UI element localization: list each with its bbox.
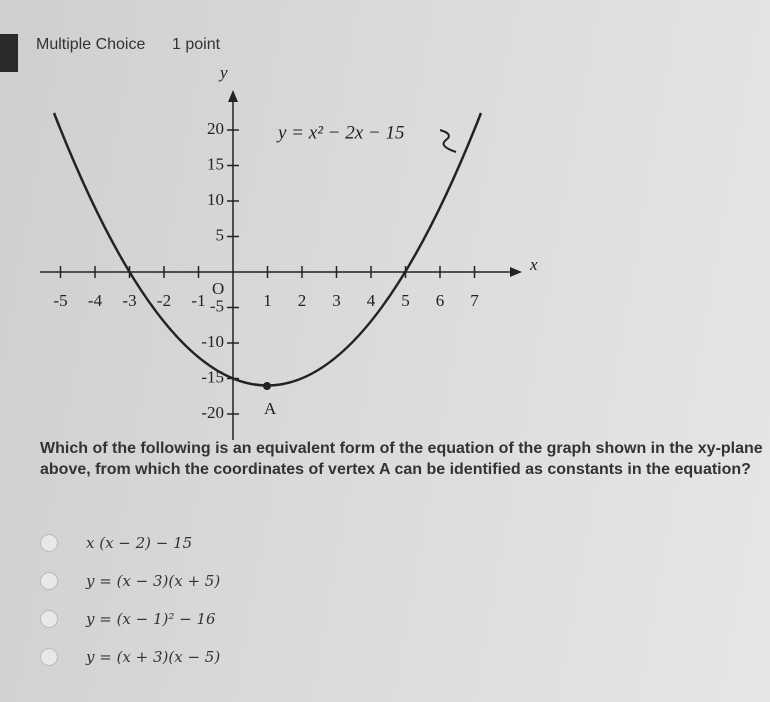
x-tick-label: -3 [122, 291, 136, 310]
y-label: y [218, 63, 228, 82]
y-tick-label: 10 [207, 190, 224, 209]
y-tick-label: -5 [210, 296, 224, 315]
x-tick-label: -4 [88, 291, 103, 310]
y-tick-label: 5 [216, 225, 225, 244]
y-tick-label: -15 [201, 367, 224, 386]
radio-button[interactable] [40, 534, 58, 552]
option[interactable]: y = (x − 1)² − 16 [40, 604, 216, 634]
y-tick-label: -10 [201, 332, 224, 351]
x-tick-label: -5 [53, 291, 67, 310]
x-arrow [510, 267, 522, 277]
graph: y = x² − 2x − 15 x y O A -5 -4 -3 -2 -1 1 2 3 4 5… [40, 63, 538, 440]
x-tick-label: 3 [332, 291, 341, 310]
x-tick-label: 1 [263, 291, 272, 310]
y-arrow [228, 90, 238, 102]
option-text[interactable]: y = (x + 3)(x − 5) [86, 648, 221, 666]
x-tick-label: 4 [367, 291, 376, 310]
radio-button[interactable] [40, 648, 58, 666]
option[interactable]: x (x − 2) − 15 [40, 528, 192, 558]
option[interactable]: y = (x + 3)(x − 5) [40, 642, 220, 672]
equation: y = x² − 2x − 15 [276, 122, 404, 143]
vertex-label: A [264, 399, 277, 418]
option[interactable]: y = (x − 3)(x + 5) [40, 566, 220, 596]
x-label: x [529, 255, 538, 274]
y-tick-label: -20 [201, 403, 224, 422]
vertex-dot [263, 382, 271, 390]
x-tick-label: 6 [436, 291, 445, 310]
radio-button[interactable] [40, 572, 58, 590]
option-text[interactable]: y = (x − 3)(x + 5) [86, 572, 221, 590]
x-tick-label: 2 [298, 291, 307, 310]
points: 1 point [172, 36, 221, 53]
y-tick-label: 20 [207, 119, 224, 138]
x-tick-label: -1 [191, 291, 205, 310]
side-marker [0, 34, 18, 72]
y-tick-label: 15 [207, 154, 224, 173]
x-tick-label: 7 [470, 291, 479, 310]
radio-button[interactable] [40, 610, 58, 628]
x-tick-label: 5 [401, 291, 410, 310]
x-tick-label: -2 [157, 291, 171, 310]
origin-label: O [212, 279, 224, 298]
option-text[interactable]: x (x − 2) − 15 [86, 534, 193, 552]
question-type: Multiple Choice [36, 36, 146, 53]
option-text[interactable]: y = (x − 1)² − 16 [86, 610, 216, 628]
pointer [439, 129, 457, 153]
parabola [52, 112, 483, 387]
question-text: Which of the following is an equivalent … [40, 440, 763, 478]
